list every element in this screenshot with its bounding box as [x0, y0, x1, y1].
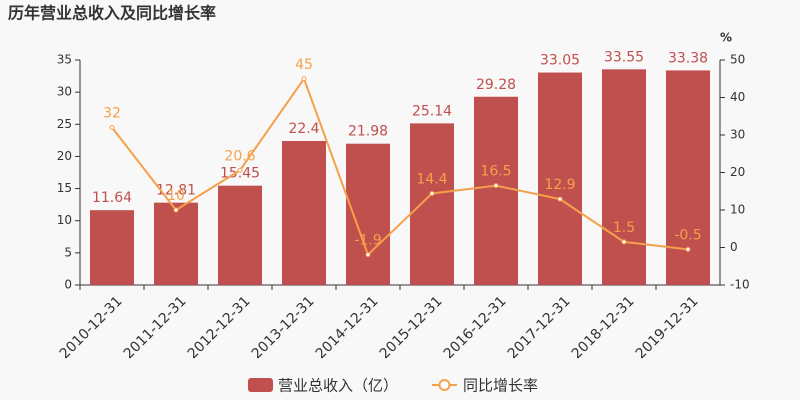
line-point: [301, 76, 307, 82]
bar: [282, 141, 326, 285]
line-value-label: 20.6: [224, 148, 255, 164]
bar: [602, 69, 646, 285]
y2-tick-label: 30: [730, 128, 745, 142]
bar: [90, 210, 134, 285]
line-point: [237, 167, 243, 173]
line-value-label: 14.4: [416, 172, 447, 188]
bar-value-label: 33.05: [540, 53, 580, 69]
bar-value-label: 33.38: [668, 50, 708, 66]
legend-marker: [438, 379, 451, 391]
line-point: [621, 239, 627, 245]
bar: [410, 123, 454, 285]
line-value-label: 16.5: [480, 164, 511, 180]
y2-axis-label: %: [720, 31, 732, 45]
legend-label: 营业总收入（亿）: [278, 377, 398, 395]
line-value-label: 45: [295, 57, 313, 73]
y-tick-label: 10: [57, 213, 72, 227]
legend-swatch: [248, 378, 273, 392]
bar-value-label: 15.45: [220, 166, 260, 182]
line-point: [557, 196, 563, 202]
bar-value-label: 12.81: [156, 183, 196, 199]
bar-value-label: 22.4: [288, 121, 319, 137]
bar: [666, 70, 710, 286]
line-value-label: 12.9: [544, 177, 575, 193]
bar-value-label: 11.64: [92, 190, 132, 206]
line-point: [685, 246, 691, 252]
y-tick-label: 0: [64, 278, 72, 292]
y-tick-label: 35: [57, 53, 72, 67]
bar: [218, 185, 262, 285]
bar-value-label: 25.14: [412, 103, 452, 119]
line-value-label: -0.5: [674, 227, 701, 243]
bar-value-label: 29.28: [476, 77, 516, 93]
y2-tick-label: 20: [730, 165, 745, 179]
line: [111, 76, 689, 257]
chart-title: 历年营业总收入及同比增长率: [8, 4, 216, 23]
y-tick-label: 15: [57, 181, 72, 195]
y-tick-label: 25: [57, 117, 72, 131]
y-tick-label: 20: [57, 149, 72, 163]
line-value-label: 1.5: [613, 220, 635, 236]
bar: [474, 96, 518, 286]
line-value-label: 10: [167, 188, 185, 204]
line-point: [365, 252, 371, 258]
line-value-label: -1.9: [354, 233, 381, 249]
bar-value-label: 21.98: [348, 124, 388, 140]
bar: [154, 202, 198, 285]
line-point: [429, 191, 435, 196]
y-tick-label: 5: [64, 245, 72, 259]
y2-tick-label: 40: [730, 90, 745, 104]
line-point: [493, 183, 499, 189]
y2-tick-label: 0: [730, 240, 738, 254]
y2-tick-label: 50: [730, 53, 745, 67]
y2-tick-label: 10: [730, 203, 745, 217]
bar-value-label: 33.55: [604, 49, 644, 65]
line-point: [173, 207, 179, 213]
line-value-label: 32: [103, 106, 121, 122]
bar: [538, 72, 582, 286]
legend-label: 同比增长率: [463, 377, 538, 395]
y-tick-label: 30: [57, 85, 72, 99]
y2-tick-label: -10: [730, 278, 750, 292]
line-point: [109, 125, 115, 130]
